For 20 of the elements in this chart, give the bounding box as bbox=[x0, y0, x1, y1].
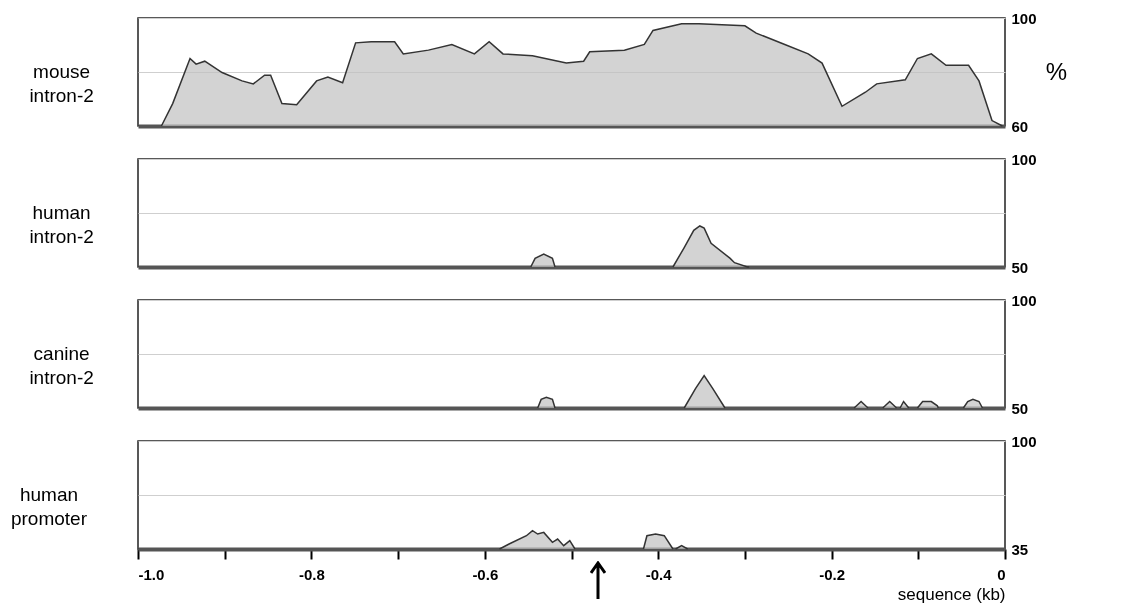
x-tick-label: -0.8 bbox=[298, 565, 325, 583]
y-tick-label: 100 bbox=[1011, 432, 1037, 450]
y-tick-label: 100 bbox=[1011, 9, 1037, 27]
x-tick-label: -0.4 bbox=[645, 565, 673, 583]
x-axis-title: sequence (kb) bbox=[897, 584, 1006, 603]
y-tick-label: 100 bbox=[1011, 150, 1037, 168]
text: mouse intron-2 bbox=[29, 61, 94, 106]
y-tick-label: 35 bbox=[1011, 540, 1029, 558]
text: human promoter bbox=[10, 484, 88, 529]
x-tick-label: 0 bbox=[997, 565, 1006, 583]
x-tick-label: -0.6 bbox=[472, 565, 499, 583]
x-tick-label: -0.2 bbox=[819, 565, 846, 583]
y-tick-label: 100 bbox=[1011, 291, 1037, 309]
y-axis-title: % bbox=[1045, 57, 1068, 85]
y-tick-label: 60 bbox=[1011, 117, 1029, 135]
text: human intron-2 bbox=[29, 202, 94, 247]
y-tick-label: 50 bbox=[1011, 258, 1029, 276]
text: canine intron-2 bbox=[29, 343, 94, 388]
y-tick-label: 50 bbox=[1011, 399, 1029, 417]
x-tick-label: -1.0 bbox=[138, 565, 165, 583]
